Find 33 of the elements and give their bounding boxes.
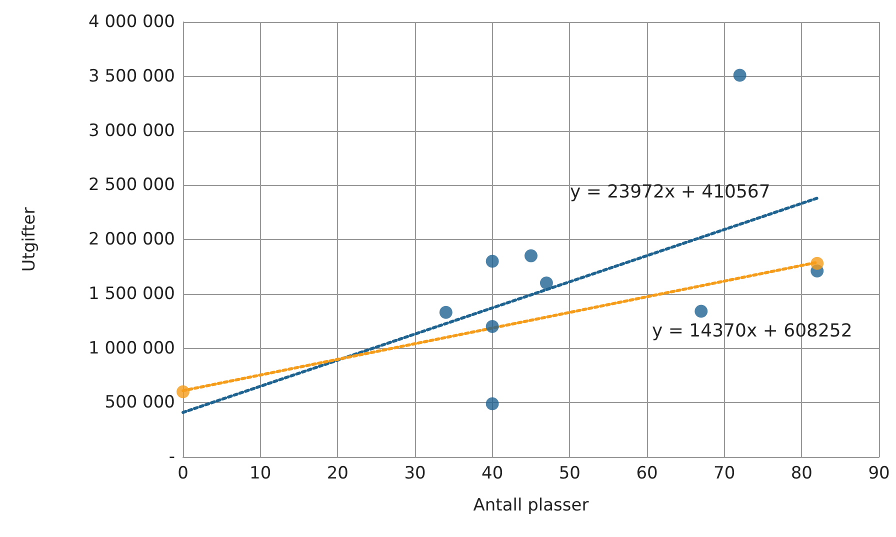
x-tick-label: 50	[558, 464, 580, 484]
point	[486, 254, 499, 268]
x-tick-label: 90	[868, 464, 890, 484]
point	[486, 397, 499, 410]
point	[439, 306, 452, 319]
y-tick-label: 500 000	[104, 392, 175, 413]
y-tick-label: 3 500 000	[88, 66, 175, 86]
y-tick-label: -	[168, 447, 175, 467]
x-tick-label: 30	[404, 464, 426, 484]
x-tick-label: 60	[636, 464, 658, 484]
point	[176, 385, 190, 398]
x-tick-label: 20	[326, 464, 348, 484]
point	[486, 320, 499, 333]
y-tick-label: 2 000 000	[88, 230, 175, 250]
annotation: y = 14370x + 608252	[652, 320, 852, 342]
y-tick-label: 3 000 000	[88, 120, 175, 141]
point	[540, 276, 553, 290]
point	[524, 249, 538, 262]
x-tick-label: 0	[178, 464, 188, 484]
y-tick-label: 1 000 000	[88, 338, 175, 358]
y-axis-title: Utgifter	[20, 207, 40, 272]
annotation: y = 23972x + 410567	[570, 182, 770, 202]
x-tick-label: 80	[790, 464, 812, 484]
x-tick-label: 10	[250, 464, 272, 484]
point	[694, 304, 708, 318]
y-tick-label: 1 500 000	[88, 284, 175, 304]
point	[810, 256, 824, 270]
point	[733, 68, 746, 82]
y-tick-label: 4 000 000	[88, 12, 175, 32]
x-tick-label: 70	[714, 464, 736, 484]
y-tick-label: 2 500 000	[88, 175, 175, 196]
x-tick-label: 40	[482, 464, 504, 484]
x-axis-title: Antall plasser	[473, 496, 589, 516]
